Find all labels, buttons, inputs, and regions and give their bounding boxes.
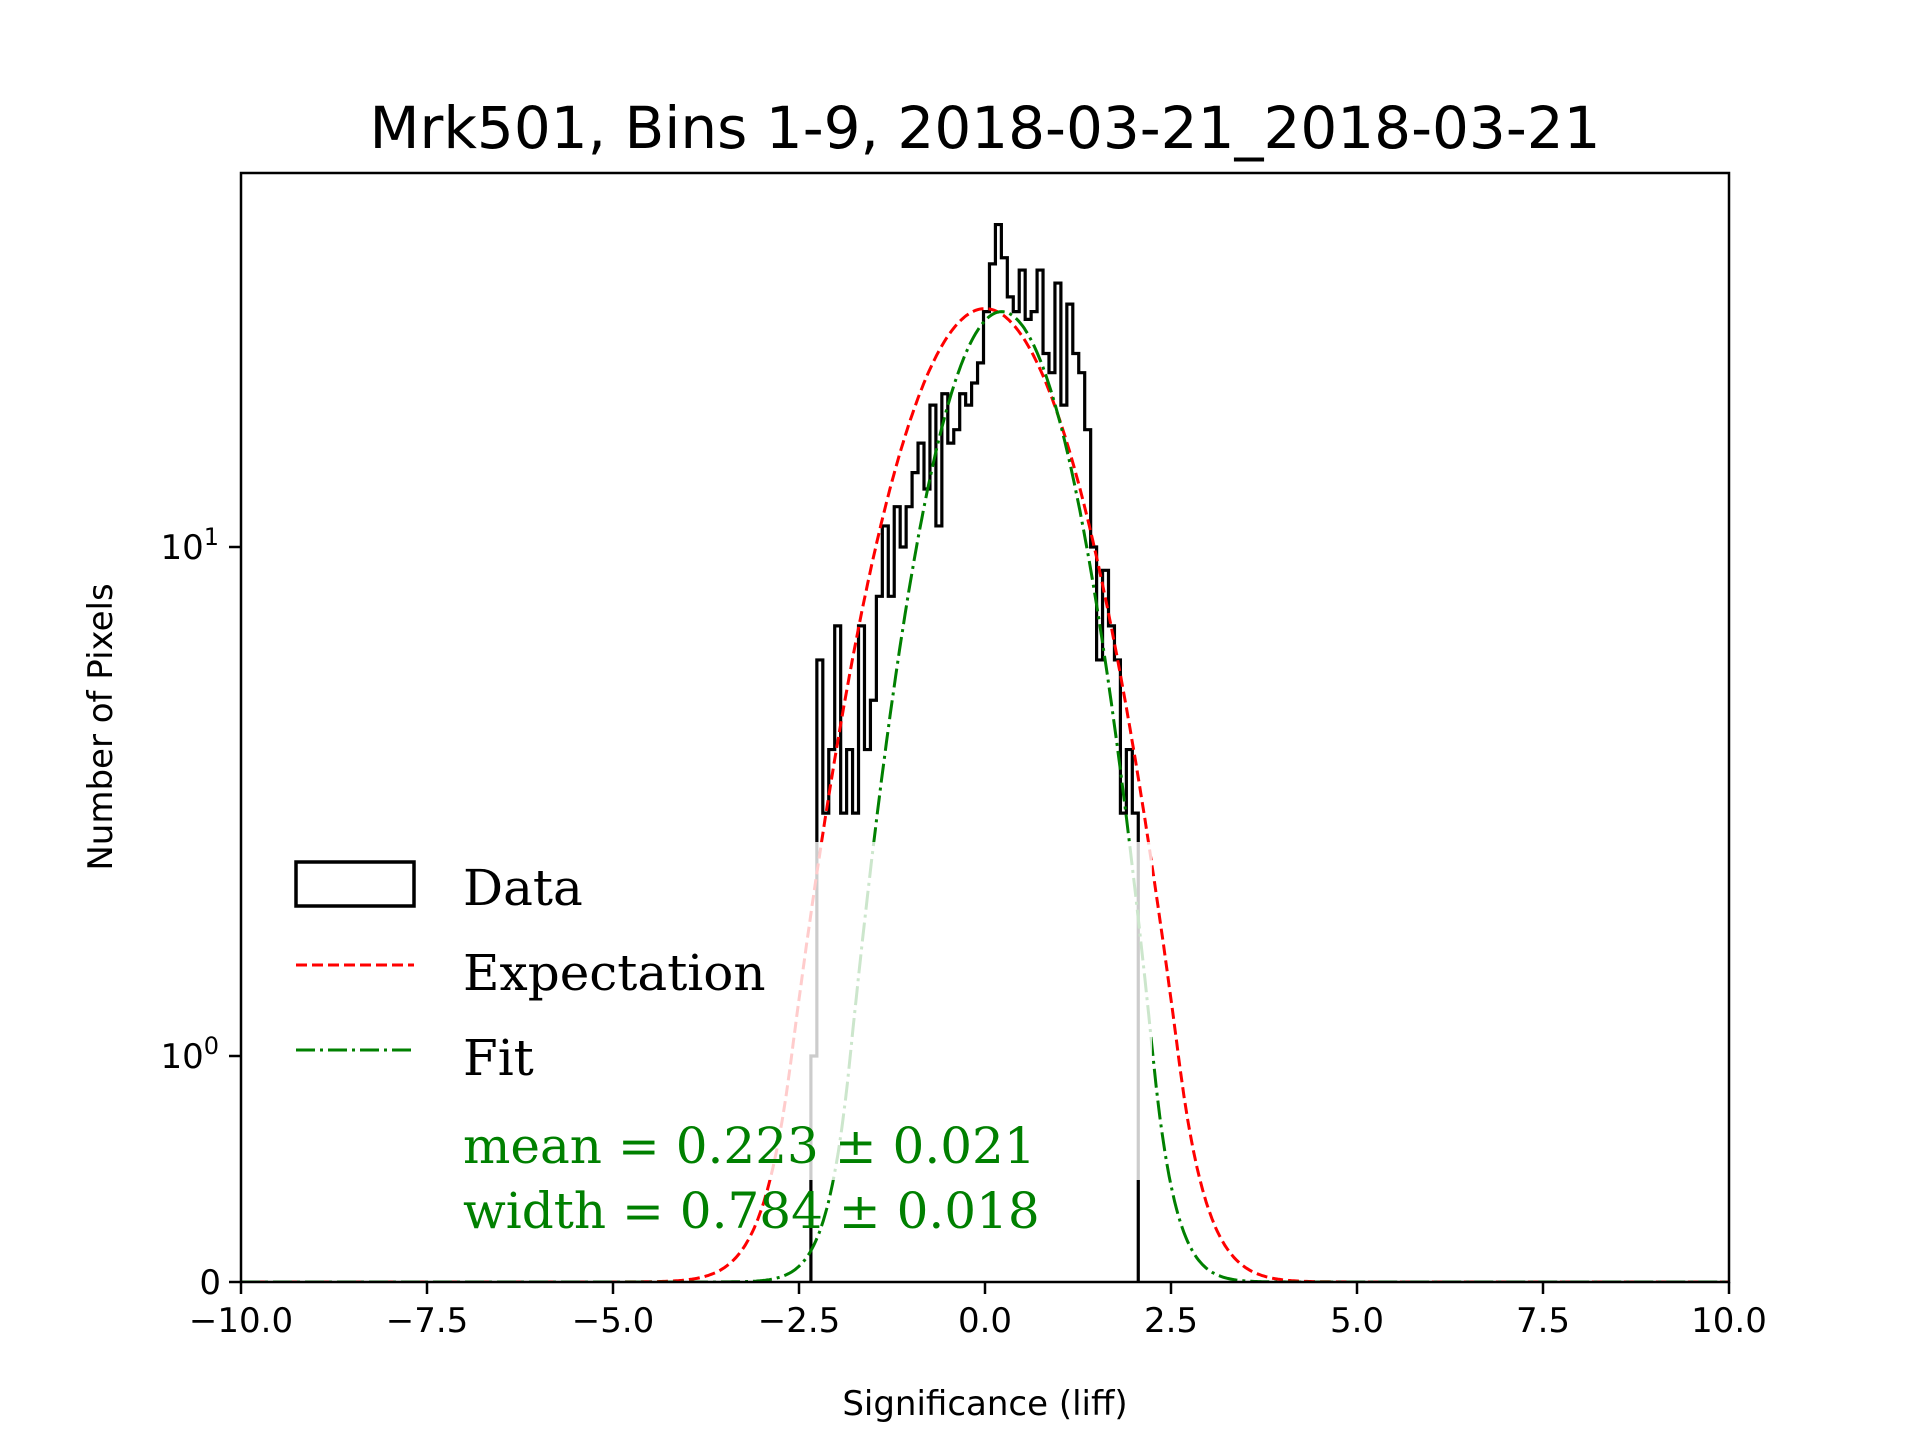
annotation-mean: mean = 0.223 ± 0.021 bbox=[463, 1117, 1036, 1175]
y-axis-label: Number of Pixels bbox=[81, 583, 121, 870]
x-tick-label: 2.5 bbox=[1144, 1301, 1198, 1341]
x-axis: −10.0 −7.5 −5.0 −2.5 0.0 2.5 5.0 7.5 10.0 bbox=[189, 1282, 1767, 1341]
x-tick-label: 5.0 bbox=[1330, 1301, 1384, 1341]
legend: Data Expectation Fit mean = 0.223 ± 0.02… bbox=[272, 842, 1152, 1240]
legend-label-data: Data bbox=[463, 859, 583, 917]
x-tick-label: −2.5 bbox=[758, 1301, 841, 1341]
data-histogram bbox=[809, 222, 1140, 1282]
x-tick-label: −10.0 bbox=[189, 1301, 293, 1341]
x-axis-label: Significance (liff) bbox=[842, 1384, 1127, 1424]
legend-data-swatch bbox=[294, 860, 416, 908]
curves-layer bbox=[241, 222, 1729, 1282]
y-tick-label: 0 bbox=[199, 1263, 221, 1303]
annotation-width: width = 0.784 ± 0.018 bbox=[463, 1182, 1040, 1240]
x-tick-label: −7.5 bbox=[386, 1301, 469, 1341]
x-tick-label: −5.0 bbox=[572, 1301, 655, 1341]
legend-label-fit: Fit bbox=[463, 1029, 534, 1087]
legend-background bbox=[272, 842, 1152, 1180]
chart-title: Mrk501, Bins 1-9, 2018-03-21_2018-03-21 bbox=[369, 94, 1600, 162]
x-tick-label: 10.0 bbox=[1691, 1301, 1767, 1341]
x-tick-label: 0.0 bbox=[958, 1301, 1012, 1341]
legend-label-expectation: Expectation bbox=[463, 944, 766, 1002]
plot-area: Data Expectation Fit mean = 0.223 ± 0.02… bbox=[239, 171, 1731, 1284]
x-tick-label: 7.5 bbox=[1516, 1301, 1570, 1341]
